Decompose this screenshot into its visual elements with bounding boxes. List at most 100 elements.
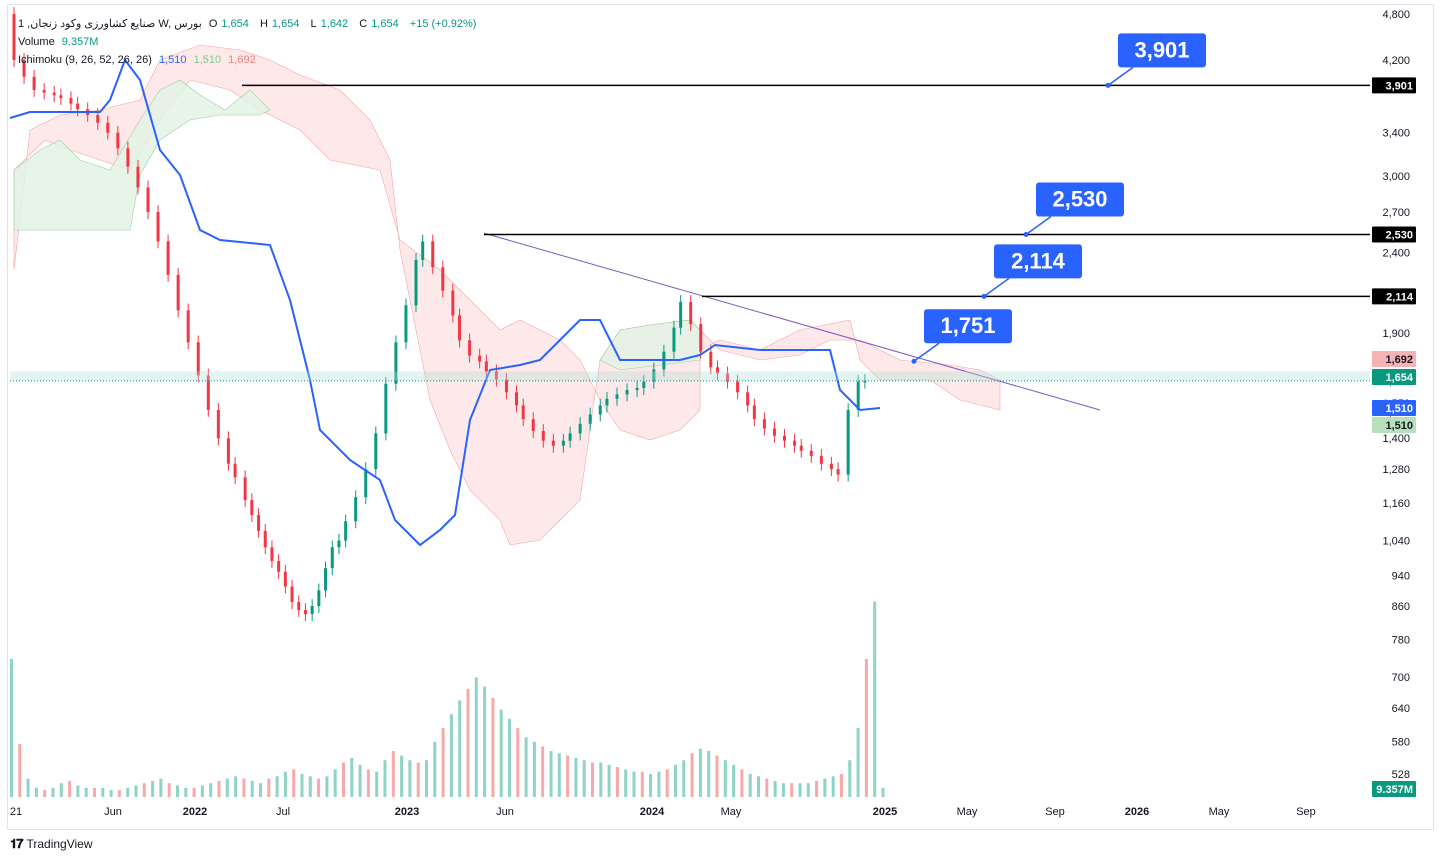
price-label-box — [1372, 226, 1416, 243]
candle-body — [726, 373, 730, 382]
volume-bar — [84, 787, 88, 797]
candle-body — [32, 76, 36, 90]
ichimoku-label: Ichimoku (9, 26, 52, 26, 26) — [18, 54, 152, 66]
volume-bar — [690, 753, 694, 797]
y-axis-tick-label: 700 — [1392, 672, 1410, 684]
legend-volume-row[interactable]: Volume 9.357M — [18, 36, 102, 48]
y-axis-tick-label: 3,000 — [1382, 171, 1410, 183]
candle-body — [394, 342, 398, 384]
volume-bar — [317, 778, 321, 797]
volume-bar — [624, 769, 628, 797]
candle-body — [59, 95, 63, 99]
x-axis-tick-label: Jun — [496, 806, 514, 818]
candle-body — [233, 463, 237, 478]
volume-bar — [591, 762, 594, 797]
volume-bar — [350, 757, 354, 797]
volume-bar — [823, 778, 827, 797]
volume-bar — [657, 771, 661, 797]
candle-body — [541, 430, 545, 441]
volume-bar — [366, 769, 370, 797]
symbol-name[interactable]: 1 ,صنایع کشاورزی وکود زنجان W, بورس — [18, 18, 202, 30]
price-label: 1,510 — [1385, 420, 1413, 432]
candle-body — [504, 379, 508, 393]
ichimoku-cloud-green — [13, 79, 271, 231]
volume-bar — [516, 728, 520, 797]
volume-bar — [707, 751, 711, 797]
volume-bar — [549, 751, 553, 797]
volume-bar — [798, 783, 802, 797]
x-axis-tick-label: Jul — [276, 806, 290, 818]
volume-bar — [126, 787, 130, 797]
price-label: 2,114 — [1386, 291, 1414, 303]
level-callout-label: 2,530 — [1052, 186, 1107, 211]
volume-bar — [425, 760, 428, 797]
volume-bar — [225, 778, 229, 797]
volume-bar — [532, 741, 536, 797]
volume-bar — [640, 771, 644, 797]
volume-bar — [449, 714, 453, 797]
volume-bar — [275, 776, 279, 797]
x-axis-tick-label: 2023 — [395, 806, 419, 818]
volume-bar — [200, 785, 204, 797]
volume-bar — [167, 783, 171, 797]
price-label: 1,510 — [1385, 403, 1413, 415]
x-axis-tick-label: 2026 — [1125, 806, 1149, 818]
volume-bar — [873, 601, 877, 797]
candle-body — [736, 381, 740, 393]
candle-body — [478, 355, 482, 362]
volume-bar — [848, 760, 852, 797]
price-label-box — [1372, 369, 1416, 385]
volume-bar — [391, 751, 395, 797]
volume-bar — [159, 778, 163, 797]
legend-ichimoku-row[interactable]: Ichimoku (9, 26, 52, 26, 26) 1,510 1,510… — [18, 54, 260, 66]
volume-bar — [242, 778, 246, 797]
volume-bar — [607, 764, 611, 797]
volume-bar — [757, 776, 760, 797]
candle-body — [451, 290, 455, 316]
volume-bar — [881, 787, 885, 797]
candle-body — [615, 394, 619, 399]
ohlc-close: C 1,654 — [359, 18, 399, 30]
volume-bar — [840, 774, 843, 797]
candle-body — [752, 405, 756, 420]
x-axis-tick-label: 2024 — [640, 806, 665, 818]
volume-bar — [134, 785, 138, 797]
volume-bar — [176, 785, 179, 797]
candle-body — [384, 383, 388, 434]
candle-body — [106, 122, 110, 133]
volume-bar — [325, 776, 329, 797]
volume-bar — [458, 700, 462, 797]
volume-bar — [333, 769, 337, 797]
volume-value: 9.357M — [61, 36, 99, 48]
candle-body — [186, 310, 190, 343]
x-axis-tick-label: May — [1209, 806, 1230, 818]
price-label-box — [1372, 400, 1416, 416]
ohlc-change: +15 (+0.92%) — [409, 18, 477, 30]
candle-body — [69, 98, 73, 104]
volume-bar — [790, 783, 794, 797]
candle-body — [679, 301, 683, 328]
volume-bar — [557, 753, 561, 797]
candle-body — [762, 419, 766, 429]
candle-body — [793, 440, 797, 446]
y-axis-tick-label: 1,280 — [1382, 464, 1410, 476]
volume-bar — [815, 780, 819, 797]
level-callout-pointer — [1025, 215, 1052, 236]
volume-bar — [101, 787, 105, 797]
brand-name: TradingView — [26, 837, 93, 851]
candle-body — [176, 274, 180, 311]
volume-bar — [541, 746, 545, 797]
footer-brand[interactable]: 𝟏𝟕 TradingView — [10, 836, 93, 852]
level-callout-label: 1,751 — [940, 313, 995, 338]
x-axis-tick-label: Sep — [1296, 806, 1316, 818]
candle-body — [421, 241, 425, 260]
volume-bar — [674, 764, 677, 797]
candle-body — [468, 340, 472, 356]
price-label: 1,654 — [1385, 372, 1413, 384]
volume-bar — [491, 698, 495, 797]
candle-body — [257, 515, 261, 531]
level-callout-label: 3,901 — [1134, 37, 1189, 62]
volume-bar — [292, 769, 296, 797]
y-axis-tick-label: 1,160 — [1382, 498, 1410, 510]
